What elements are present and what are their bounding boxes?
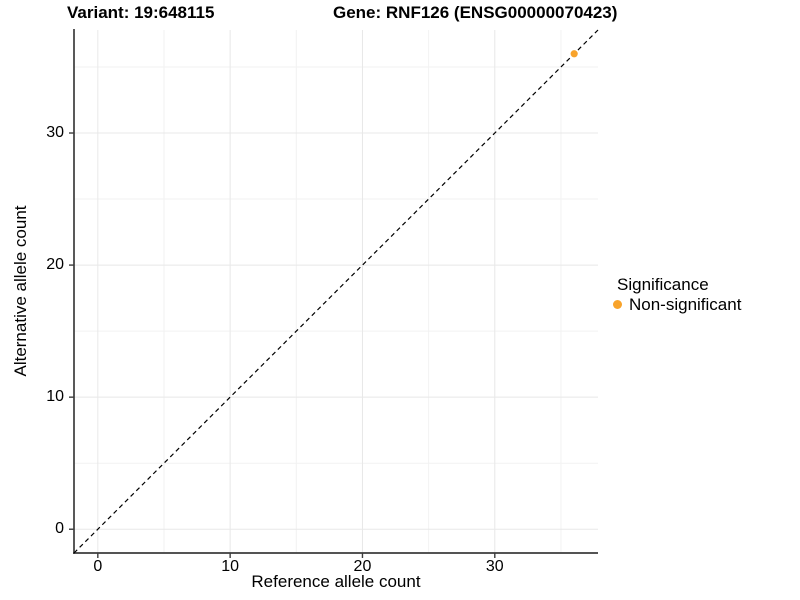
identity-dashed-line bbox=[73, 29, 599, 554]
legend: Significance Non-significant bbox=[613, 276, 741, 313]
variant-title: Variant: 19:648115 bbox=[67, 3, 215, 22]
y-tick-label: 0 bbox=[55, 520, 64, 538]
y-tick-label: 10 bbox=[46, 388, 64, 406]
y-tick-label: 20 bbox=[46, 256, 64, 274]
x-tick-label: 30 bbox=[485, 558, 504, 575]
x-tick-label: 0 bbox=[93, 558, 103, 575]
x-tick-label: 20 bbox=[353, 558, 372, 575]
x-axis-title: Reference allele count bbox=[251, 572, 421, 591]
x-tick-label: 10 bbox=[221, 558, 240, 575]
data-point bbox=[570, 50, 578, 58]
gene-title: Gene: RNF126 (ENSG00000070423) bbox=[333, 3, 618, 22]
y-tick-label: 30 bbox=[46, 124, 64, 141]
legend-item: Non-significant bbox=[613, 296, 741, 313]
legend-title: Significance bbox=[617, 275, 709, 294]
legend-point-icon bbox=[613, 300, 622, 309]
legend-item-label: Non-significant bbox=[629, 295, 742, 314]
y-axis-title: Alternative allele count bbox=[11, 205, 30, 377]
